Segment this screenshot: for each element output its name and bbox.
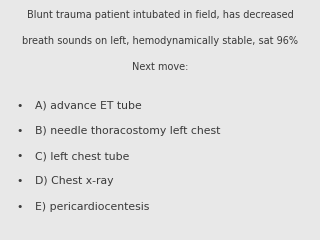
Text: •: • [16, 176, 22, 186]
Text: •: • [16, 101, 22, 111]
Text: B) needle thoracostomy left chest: B) needle thoracostomy left chest [35, 126, 220, 136]
Text: •: • [16, 151, 22, 161]
Text: •: • [16, 126, 22, 136]
Text: A) advance ET tube: A) advance ET tube [35, 101, 142, 111]
Text: •: • [16, 202, 22, 212]
Text: Next move:: Next move: [132, 62, 188, 72]
Text: D) Chest x-ray: D) Chest x-ray [35, 176, 114, 186]
Text: Blunt trauma patient intubated in field, has decreased: Blunt trauma patient intubated in field,… [27, 10, 293, 20]
Text: C) left chest tube: C) left chest tube [35, 151, 130, 161]
Text: E) pericardiocentesis: E) pericardiocentesis [35, 202, 149, 212]
Text: breath sounds on left, hemodynamically stable, sat 96%: breath sounds on left, hemodynamically s… [22, 36, 298, 46]
